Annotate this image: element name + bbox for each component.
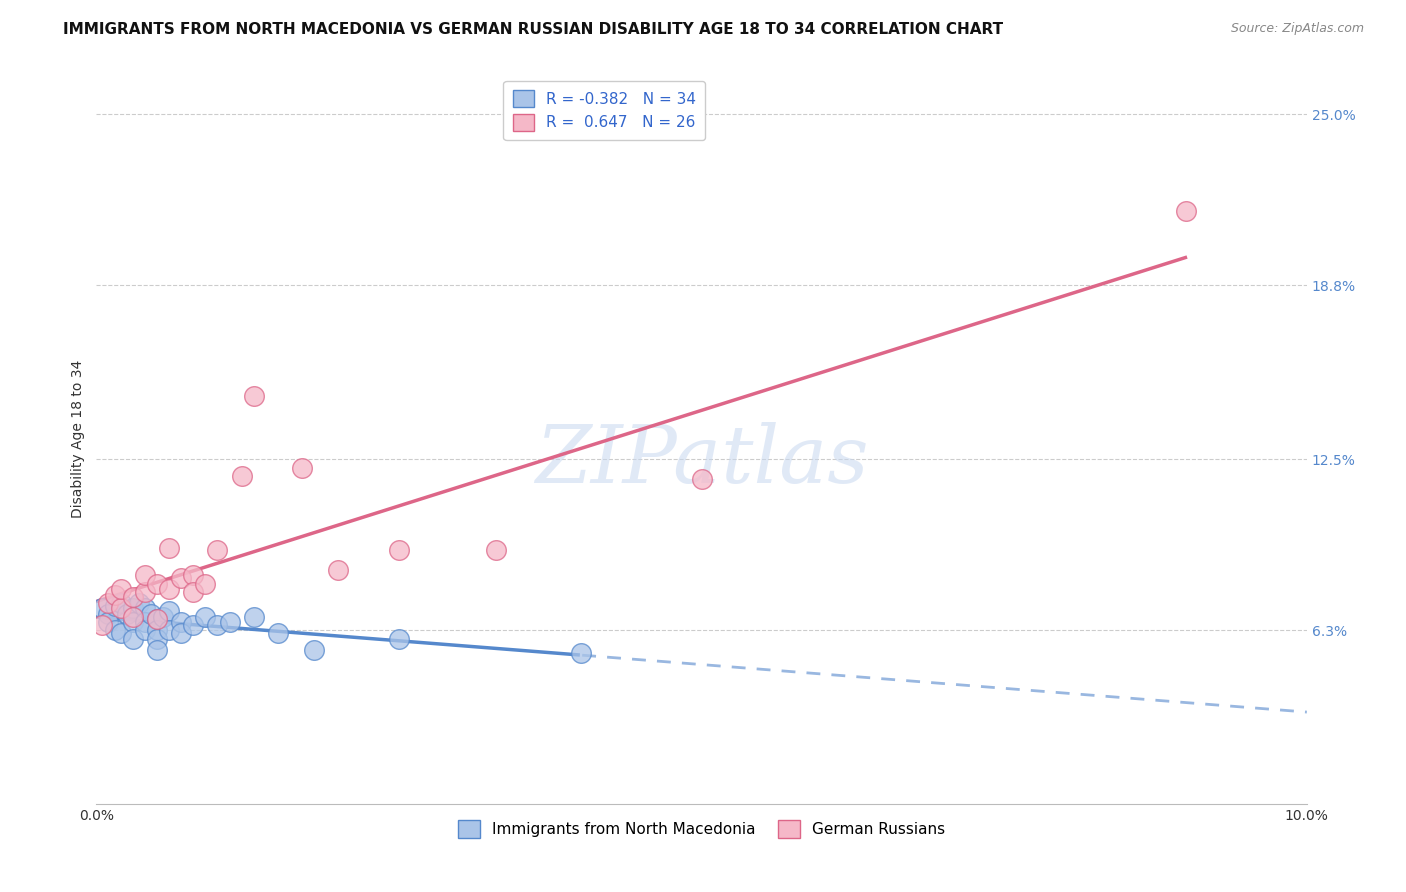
Point <box>207 618 229 632</box>
Point <box>121 615 143 630</box>
Point <box>110 596 132 610</box>
Point <box>121 609 143 624</box>
Point <box>157 541 180 555</box>
Point <box>121 591 143 605</box>
Point <box>207 543 229 558</box>
Point <box>181 584 204 599</box>
Text: ZIPatlas: ZIPatlas <box>534 422 869 500</box>
Point <box>170 571 193 585</box>
Point <box>103 624 125 638</box>
Point <box>115 607 138 621</box>
Point <box>128 596 150 610</box>
Point <box>103 599 125 613</box>
Point <box>139 607 162 621</box>
Point <box>146 612 169 626</box>
Legend: Immigrants from North Macedonia, German Russians: Immigrants from North Macedonia, German … <box>453 814 950 844</box>
Point <box>388 543 411 558</box>
Text: IMMIGRANTS FROM NORTH MACEDONIA VS GERMAN RUSSIAN DISABILITY AGE 18 TO 34 CORREL: IMMIGRANTS FROM NORTH MACEDONIA VS GERMA… <box>63 22 1004 37</box>
Point <box>181 618 204 632</box>
Point <box>103 588 125 602</box>
Point <box>267 626 290 640</box>
Point <box>91 618 114 632</box>
Text: Source: ZipAtlas.com: Source: ZipAtlas.com <box>1230 22 1364 36</box>
Point <box>485 543 508 558</box>
Point <box>134 601 156 615</box>
Point <box>181 568 204 582</box>
Point <box>1174 204 1197 219</box>
Point <box>231 469 253 483</box>
Point <box>157 582 180 596</box>
Point <box>110 582 132 596</box>
Point <box>218 615 240 630</box>
Point <box>97 615 120 630</box>
Point <box>304 642 326 657</box>
Point <box>152 609 174 624</box>
Point <box>242 389 264 403</box>
Point <box>110 601 132 615</box>
Point <box>146 642 169 657</box>
Point <box>146 632 169 646</box>
Point <box>328 563 350 577</box>
Point <box>97 607 120 621</box>
Point <box>121 601 143 615</box>
Point <box>690 472 713 486</box>
Y-axis label: Disability Age 18 to 34: Disability Age 18 to 34 <box>72 359 86 517</box>
Point <box>134 624 156 638</box>
Point <box>157 604 180 618</box>
Point <box>134 568 156 582</box>
Point <box>194 609 217 624</box>
Point <box>91 601 114 615</box>
Point <box>157 624 180 638</box>
Point <box>110 626 132 640</box>
Point <box>388 632 411 646</box>
Point <box>242 609 264 624</box>
Point <box>146 612 169 626</box>
Point <box>134 615 156 630</box>
Point <box>569 646 592 660</box>
Point <box>291 460 314 475</box>
Point <box>97 596 120 610</box>
Point <box>170 626 193 640</box>
Point <box>134 584 156 599</box>
Point <box>121 632 143 646</box>
Point <box>146 624 169 638</box>
Point <box>146 576 169 591</box>
Point <box>194 576 217 591</box>
Point <box>170 615 193 630</box>
